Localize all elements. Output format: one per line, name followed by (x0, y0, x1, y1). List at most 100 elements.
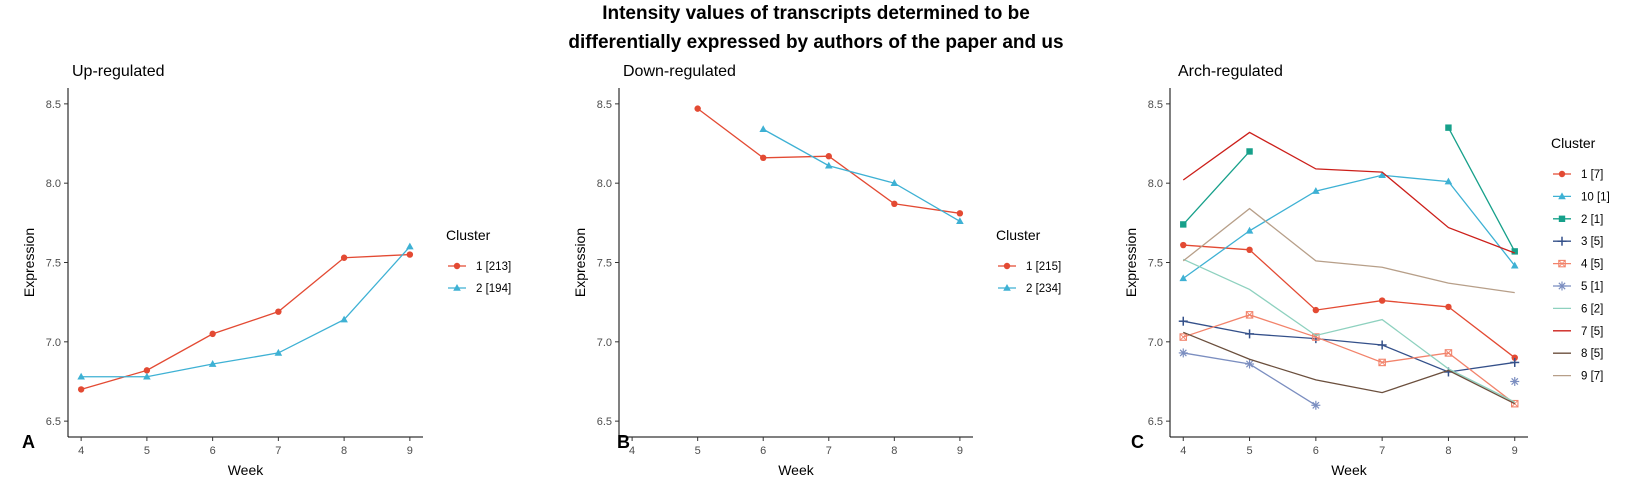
data-point (1510, 376, 1520, 386)
y-tick-label: 6.5 (597, 416, 612, 428)
series-line (1447, 127, 1516, 252)
figure-title-line-1: Intensity values of transcripts determin… (602, 3, 1030, 24)
series-6 (1178, 348, 1520, 410)
data-point (1246, 246, 1253, 254)
data-point (340, 254, 348, 261)
legend-label: 1 [215] (1026, 261, 1061, 273)
data-point (209, 330, 216, 338)
x-tick-label: 6 (1313, 445, 1319, 457)
legend: Cluster 1 [213] 2 [194] (446, 227, 511, 295)
legend-key-marker (1557, 281, 1567, 291)
data-point (1511, 354, 1518, 361)
data-point (825, 153, 832, 160)
series-line (1183, 314, 1516, 405)
data-point (143, 372, 151, 380)
data-point (1312, 306, 1320, 314)
series-8 (1182, 131, 1515, 254)
data-point (1246, 148, 1253, 155)
series-2 (1179, 171, 1519, 282)
data-point (760, 154, 767, 161)
series-2 (759, 125, 964, 225)
legend-key-marker (1558, 192, 1566, 200)
legend-title: Cluster (446, 227, 491, 243)
legend-item: 2 [1] (1553, 214, 1603, 226)
legend-label: 7 [5] (1581, 326, 1603, 338)
x-axis-title: Week (778, 462, 815, 478)
x-tick-label: 9 (1512, 445, 1518, 457)
series-7 (1182, 258, 1516, 403)
data-point (1179, 274, 1188, 282)
x-axis-title: Week (1331, 462, 1368, 478)
x-tick-label: 7 (826, 445, 832, 457)
series-line (1182, 131, 1515, 254)
legend-label: 2 [234] (1026, 283, 1061, 295)
y-tick-label: 7.5 (46, 258, 61, 270)
x-tick-label: 9 (957, 445, 963, 457)
legend-label: 2 [194] (476, 283, 511, 295)
x-axis-title: Week (228, 462, 265, 478)
x-tick-label: 7 (275, 445, 281, 457)
series-10 (1182, 207, 1515, 294)
data-point (1444, 349, 1453, 357)
series-1 (1180, 241, 1518, 361)
series-line (1182, 207, 1515, 294)
data-point (694, 105, 701, 112)
data-point (1445, 124, 1452, 131)
data-point (1378, 358, 1386, 367)
panel-letter: C (1131, 432, 1144, 452)
legend-label: 10 [1] (1581, 191, 1610, 203)
chart-panel-c: Arch-regulated C 6.5 7.0 7.5 8.0 8.5 4 5 6 7 8 9 Week… (1123, 63, 1610, 478)
legend-label: 1 [7] (1581, 169, 1603, 181)
series-line (762, 128, 961, 222)
data-point (1245, 311, 1254, 319)
series-5 (1179, 311, 1519, 408)
data-point (275, 308, 282, 315)
series-4 (1178, 316, 1520, 377)
legend-item: 8 [5] (1553, 348, 1603, 360)
panel-title: Up-regulated (72, 63, 165, 80)
x-tick-label: 8 (1445, 445, 1451, 457)
data-point (1377, 340, 1387, 350)
legend-item: 2 [234] (998, 283, 1061, 295)
legend-key-marker (1558, 259, 1566, 268)
data-point (1245, 329, 1255, 339)
data-point (1245, 226, 1254, 234)
data-point (406, 242, 414, 250)
chart-panel-a: Up-regulated A 6.5 7.0 7.5 8.0 8.5 4 5 6 7 8 9 Week Ex… (21, 63, 511, 478)
legend-key-marker (1558, 215, 1566, 222)
x-tick-label: 6 (760, 445, 766, 457)
data-point (208, 360, 217, 367)
panel-title: Arch-regulated (1178, 63, 1283, 80)
y-tick-label: 6.5 (1148, 416, 1163, 428)
y-tick-label: 8.0 (597, 178, 612, 190)
legend-item: 5 [1] (1553, 281, 1603, 293)
legend-key-marker (1557, 236, 1567, 246)
series-line (1182, 174, 1516, 279)
data-point (77, 386, 85, 393)
legend-key-marker (1003, 284, 1011, 291)
panel-letter: A (22, 432, 35, 452)
x-tick-label: 5 (144, 445, 150, 457)
legend-item: 1 [213] (448, 261, 511, 273)
legend-title: Cluster (1551, 135, 1596, 151)
data-point (1245, 359, 1255, 369)
data-point (1510, 261, 1519, 269)
data-point (824, 161, 833, 169)
y-tick-label: 7.5 (597, 258, 612, 270)
series-line (1183, 244, 1516, 359)
x-tick-label: 9 (407, 445, 413, 457)
legend-label: 8 [5] (1581, 348, 1603, 360)
series-line (1183, 331, 1516, 405)
x-tick-label: 4 (629, 445, 635, 457)
y-tick-label: 7.0 (597, 337, 612, 349)
legend-item: 2 [194] (448, 283, 511, 295)
legend-label: 3 [5] (1581, 236, 1603, 248)
legend-key-marker (453, 284, 461, 291)
y-tick-label: 7.0 (1148, 337, 1163, 349)
y-tick-label: 8.0 (1148, 178, 1163, 190)
legend-item: 3 [5] (1553, 236, 1603, 248)
data-point (1180, 221, 1187, 228)
data-point (891, 200, 898, 208)
